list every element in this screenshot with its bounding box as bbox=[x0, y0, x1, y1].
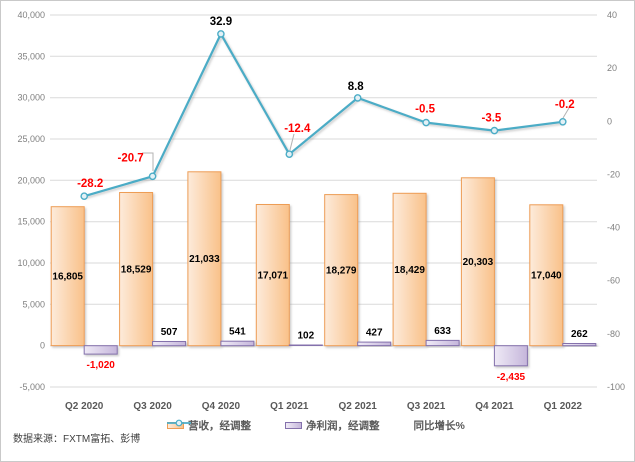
revenue-bar bbox=[392, 192, 427, 347]
revenue-bar bbox=[324, 194, 359, 347]
right-axis-tick-label: 40 bbox=[607, 10, 617, 20]
category-label: Q2 2021 bbox=[339, 401, 378, 412]
revenue-bar-label: 17,071 bbox=[258, 271, 289, 282]
profit-bar-label: -2,435 bbox=[497, 372, 526, 383]
left-axis-tick-label: 25,000 bbox=[17, 134, 45, 144]
growth-marker bbox=[490, 126, 499, 135]
net-profit-series: -1,020 507 541 102 427 633 -2,435 262 bbox=[83, 326, 597, 383]
growth-point-label: -0.5 bbox=[415, 104, 435, 116]
revenue-series: 16,805 18,529 21,033 17,071 18,279 18,429 20,3… bbox=[50, 171, 564, 347]
revenue-bar-label: 18,279 bbox=[326, 266, 357, 277]
legend-label: 净利润，经调整 bbox=[306, 420, 380, 432]
left-axis-tick-label: 35,000 bbox=[17, 51, 45, 61]
growth-marker bbox=[217, 30, 225, 38]
growth-marker bbox=[80, 192, 88, 200]
label-leader-line bbox=[562, 107, 570, 119]
left-axis-tick-label: 5,000 bbox=[22, 299, 45, 309]
profit-bar-label: 507 bbox=[161, 327, 178, 338]
profit-bar bbox=[152, 341, 187, 347]
yoy-growth-swatch-icon bbox=[167, 419, 191, 427]
category-label: Q3 2021 bbox=[407, 401, 446, 412]
category-label: Q4 2021 bbox=[475, 401, 514, 412]
revenue-bar bbox=[187, 171, 222, 347]
net-profit-swatch-icon bbox=[285, 422, 302, 429]
left-axis-tick-label: 0 bbox=[40, 341, 45, 351]
legend-item-yoy-growth: 同比增长% bbox=[167, 418, 465, 433]
growth-point-label: -20.7 bbox=[117, 152, 143, 164]
right-axis-tick-label: 0 bbox=[607, 116, 612, 126]
legend-label: 营收，经调整 bbox=[188, 420, 251, 432]
source-note: 数据来源：FXTM富拓、彭博 bbox=[13, 434, 141, 445]
growth-point-label: -3.5 bbox=[481, 113, 501, 125]
growth-line bbox=[83, 32, 563, 198]
label-leader-line bbox=[289, 133, 295, 151]
left-axis-tick-label: -5,000 bbox=[19, 382, 45, 392]
yoy-growth-series: -28.2 -20.7 32.9 -12.4 8.8 -0.5 -3.5 -0.2 bbox=[77, 16, 575, 200]
right-axis-tick-label: -100 bbox=[607, 382, 625, 392]
revenue-bar-label: 18,529 bbox=[121, 265, 152, 276]
revenue-bar bbox=[529, 204, 564, 347]
revenue-bar-label: 17,040 bbox=[531, 271, 562, 282]
right-axis: 40 20 0 -20 -40 -60 -80 -100 bbox=[607, 10, 625, 392]
revenue-bar bbox=[255, 204, 290, 347]
growth-point-label: 32.9 bbox=[210, 16, 232, 28]
profit-bar-label: 541 bbox=[229, 327, 246, 338]
growth-marker bbox=[559, 118, 567, 126]
profit-bar bbox=[288, 344, 323, 347]
growth-point-label: -28.2 bbox=[77, 178, 103, 190]
left-axis: 40,000 35,000 30,000 25,000 20,000 15,000 10,0… bbox=[17, 10, 45, 392]
right-axis-tick-label: -60 bbox=[607, 276, 620, 286]
profit-bar bbox=[425, 339, 460, 347]
profit-bar bbox=[220, 340, 255, 347]
revenue-bar bbox=[119, 192, 154, 347]
profit-bar-label: 262 bbox=[571, 329, 588, 340]
left-axis-tick-label: 30,000 bbox=[17, 93, 45, 103]
revenue-bar-label: 18,429 bbox=[394, 265, 425, 276]
legend-item-net-profit: 净利润，经调整 bbox=[285, 418, 380, 433]
category-label: Q1 2022 bbox=[544, 401, 583, 412]
profit-bar-label: 427 bbox=[366, 328, 383, 339]
profit-bar-label: 102 bbox=[297, 330, 314, 341]
growth-marker bbox=[353, 94, 362, 102]
profit-bar bbox=[357, 341, 392, 347]
profit-bar-label: 633 bbox=[434, 326, 451, 337]
category-label: Q2 2020 bbox=[65, 401, 104, 412]
revenue-bar-label: 21,033 bbox=[189, 254, 220, 265]
profit-bar bbox=[83, 345, 118, 355]
growth-point-label: 8.8 bbox=[348, 81, 365, 93]
left-axis-tick-label: 20,000 bbox=[17, 175, 45, 185]
profit-bar-label: -1,020 bbox=[87, 360, 116, 371]
revenue-bar bbox=[460, 177, 495, 347]
right-axis-tick-label: -20 bbox=[607, 169, 620, 179]
right-axis-tick-label: -80 bbox=[607, 329, 620, 339]
growth-point-label: -12.4 bbox=[284, 123, 311, 135]
category-axis: Q2 2020 Q3 2020 Q4 2020 Q1 2021 Q2 2021 Q3 20… bbox=[65, 401, 582, 412]
revenue-bar bbox=[50, 206, 85, 347]
right-axis-tick-label: 20 bbox=[607, 63, 617, 73]
left-axis-tick-label: 10,000 bbox=[17, 258, 45, 268]
profit-bar bbox=[493, 345, 528, 367]
revenue-bar-label: 20,303 bbox=[463, 257, 494, 268]
right-axis-tick-label: -40 bbox=[607, 223, 620, 233]
label-leader-line bbox=[142, 152, 154, 171]
left-axis-tick-label: 15,000 bbox=[17, 217, 45, 227]
category-label: Q4 2020 bbox=[202, 401, 241, 412]
category-label: Q3 2020 bbox=[133, 401, 172, 412]
revenue-bar-label: 16,805 bbox=[52, 272, 83, 283]
legend-label: 同比增长% bbox=[413, 420, 465, 432]
growth-point-label: -0.2 bbox=[555, 99, 575, 111]
legend: 营收，经调整 净利润，经调整 同比增长% bbox=[167, 418, 465, 433]
category-label: Q1 2021 bbox=[270, 401, 309, 412]
growth-marker bbox=[148, 172, 157, 181]
profit-bar bbox=[562, 343, 597, 347]
growth-marker bbox=[285, 150, 294, 158]
growth-marker bbox=[422, 118, 430, 127]
left-axis-tick-label: 40,000 bbox=[17, 10, 45, 20]
